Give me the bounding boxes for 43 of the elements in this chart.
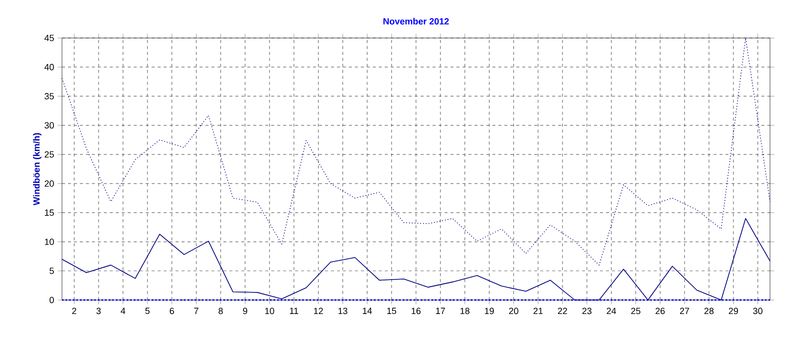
x-tick-label: 24 <box>606 308 616 314</box>
x-tick-label: 22 <box>558 308 568 314</box>
x-tick-label: 21 <box>534 308 543 314</box>
x-tick-label: 17 <box>436 308 445 314</box>
y-tick-label: 35 <box>44 93 54 100</box>
y-tick-label: 0 <box>50 296 54 304</box>
x-tick-label: 7 <box>194 308 198 314</box>
y-tick-label: 5 <box>50 268 54 274</box>
x-tick-label: 20 <box>509 308 518 314</box>
x-tick-label: 25 <box>631 308 640 314</box>
x-tick-label: 18 <box>460 308 470 314</box>
y-tick-label: 45 <box>44 34 54 42</box>
x-tick-label: 14 <box>362 308 372 314</box>
x-tick-label: 2 <box>72 308 76 314</box>
x-tick-label: 28 <box>704 308 714 314</box>
x-tick-label: 8 <box>218 308 223 314</box>
y-tick-label: 15 <box>44 210 54 216</box>
x-tick-label: 19 <box>484 308 494 314</box>
x-tick-label: 16 <box>412 308 421 314</box>
x-tick-label: 30 <box>753 308 762 314</box>
y-tick-label: 30 <box>44 122 54 129</box>
x-tick-label: 3 <box>96 308 101 314</box>
x-tick-label: 27 <box>680 308 690 314</box>
x-tick-label: 23 <box>582 308 592 314</box>
x-tick-label: 9 <box>243 308 248 314</box>
line-series <box>62 38 770 266</box>
y-tick-label: 25 <box>44 151 54 158</box>
x-tick-label: 15 <box>387 308 396 314</box>
x-tick-label: 13 <box>338 308 348 314</box>
x-tick-label: 29 <box>728 308 738 314</box>
x-tick-label: 11 <box>290 308 298 314</box>
line-series <box>62 218 770 300</box>
y-tick-label: 10 <box>44 238 54 245</box>
x-tick-label: 26 <box>656 308 665 314</box>
y-axis-title: Windböen (km/h) <box>33 133 42 206</box>
x-tick-label: 12 <box>314 308 323 314</box>
x-tick-label: 4 <box>120 308 126 314</box>
chart-title: November 2012 <box>383 18 449 25</box>
x-tick-label: 10 <box>265 308 274 314</box>
y-tick-label: 40 <box>44 64 54 70</box>
x-tick-label: 5 <box>145 308 150 314</box>
x-tick-label: 6 <box>170 308 174 314</box>
y-tick-label: 20 <box>44 180 54 187</box>
